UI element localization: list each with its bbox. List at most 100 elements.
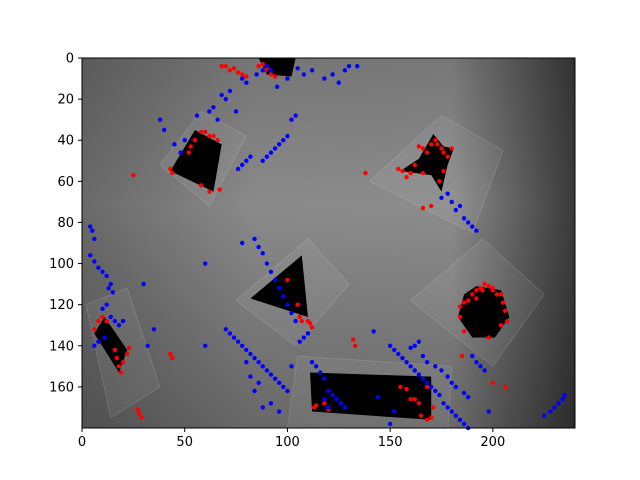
scatter-point [416, 144, 422, 149]
scatter-point [449, 380, 454, 385]
scatter-point [461, 216, 467, 221]
scatter-point [424, 360, 430, 365]
scatter-point [281, 294, 286, 299]
scatter-point [244, 360, 249, 365]
scatter-point [120, 318, 126, 324]
scatter-point [336, 80, 341, 85]
scatter-point [248, 351, 253, 357]
scatter-point [371, 329, 376, 334]
scatter-point [474, 288, 479, 293]
scatter-point [322, 397, 327, 402]
scatter-point [124, 351, 130, 357]
scatter-point [322, 376, 327, 381]
scatter-point [342, 68, 348, 73]
scatter-point [398, 384, 403, 390]
scatter-point [416, 401, 422, 406]
scatter-point [285, 302, 290, 307]
scatter-point [437, 179, 442, 184]
scatter-point [552, 405, 557, 410]
scatter-point [424, 417, 430, 422]
scatter-point [244, 80, 249, 85]
scatter-point [260, 158, 265, 163]
scatter-point [268, 372, 274, 377]
scatter-point [110, 290, 116, 295]
scatter-point [457, 304, 463, 309]
scatter-point [439, 195, 444, 200]
scatter-point [88, 253, 93, 258]
scatter-point [322, 401, 327, 406]
scatter-point [408, 170, 413, 176]
scatter-point [203, 129, 208, 135]
x-tick-label: 200 [480, 435, 505, 450]
scatter-point [301, 335, 307, 340]
scatter-point [346, 64, 352, 69]
scatter-point [322, 76, 327, 81]
scatter-point [100, 269, 105, 274]
scatter-point [453, 384, 459, 390]
scatter-point [457, 203, 463, 209]
scatter-point [215, 138, 220, 143]
scatter-point [392, 347, 397, 353]
scatter-point [211, 105, 216, 110]
scatter-point [145, 343, 150, 348]
scatter-point [285, 133, 290, 139]
scatter-point [437, 392, 442, 398]
scatter-point [498, 323, 504, 328]
x-tick-label: 150 [378, 435, 403, 450]
scatter-point [151, 327, 157, 332]
scatter-point [135, 407, 140, 412]
scatter-point [90, 228, 95, 233]
scatter-point [309, 325, 315, 330]
scatter-point [223, 96, 228, 102]
scatter-point [264, 261, 270, 266]
y-tick-label: 120 [49, 298, 74, 313]
scatter-point [326, 405, 331, 410]
scatter-point [408, 364, 413, 369]
scatter-point [198, 183, 204, 188]
scatter-point [429, 415, 434, 420]
scatter-point [334, 397, 339, 402]
scatter-point [470, 224, 475, 229]
scatter-point [227, 88, 233, 94]
scatter-point [186, 150, 192, 155]
scatter-point [256, 360, 261, 365]
scatter-point [192, 138, 198, 143]
scatter-point [268, 269, 274, 274]
scatter-point [223, 64, 228, 69]
scatter-point [182, 138, 187, 143]
scatter-point [412, 162, 417, 168]
scatter-point [465, 394, 471, 400]
scatter-point [104, 273, 109, 279]
scatter-point [285, 76, 290, 81]
scatter-point [330, 72, 335, 77]
scatter-point [404, 360, 409, 365]
scatter-point [486, 335, 491, 340]
scatter-point [100, 306, 105, 311]
scatter-point [256, 64, 261, 69]
scatter-point [433, 364, 438, 369]
scatter-point [252, 236, 257, 242]
scatter-point [264, 64, 270, 69]
scatter-point [404, 175, 409, 180]
scatter-point [338, 401, 344, 406]
scatter-point [560, 397, 565, 402]
scatter-point [264, 368, 270, 373]
y-tick-label: 160 [49, 380, 74, 395]
scatter-point [114, 355, 120, 361]
x-tick-label: 0 [78, 435, 86, 450]
scatter-point [353, 343, 358, 348]
scatter-point [293, 113, 298, 118]
scatter-point [470, 292, 475, 297]
scatter-point [486, 283, 491, 289]
scatter-point [424, 150, 430, 155]
scatter-point [102, 335, 107, 340]
scatter-point [88, 224, 93, 229]
scatter-point [416, 372, 422, 377]
scatter-point [240, 72, 245, 77]
scatter-point [285, 388, 290, 394]
scatter-point [137, 411, 142, 416]
scatter-point [307, 320, 313, 326]
scatter-point [435, 142, 440, 147]
scatter-point [260, 61, 265, 67]
